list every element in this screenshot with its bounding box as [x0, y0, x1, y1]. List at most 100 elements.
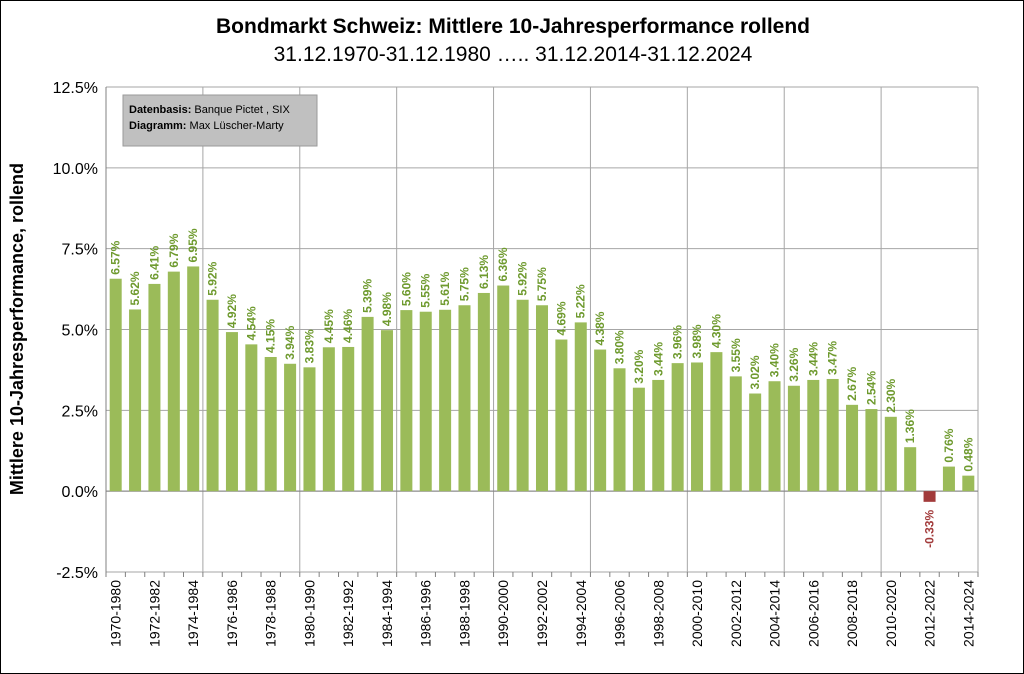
data-label: 3.55% [729, 338, 743, 372]
data-label: 2.67% [845, 366, 859, 400]
data-label: 2.54% [864, 371, 878, 405]
bar [768, 381, 781, 492]
y-tick-label: 5.0% [62, 323, 98, 340]
data-label: 5.22% [574, 284, 588, 318]
bar [807, 379, 820, 492]
bar [671, 363, 684, 492]
bar [632, 387, 645, 492]
bar [380, 330, 393, 492]
data-label: 4.54% [244, 306, 258, 340]
bar [206, 299, 219, 492]
bar [535, 305, 549, 492]
x-tick-label: 1994-2004 [573, 580, 589, 647]
bar [691, 362, 704, 492]
bar [710, 352, 723, 492]
x-tick-label: 2006-2016 [805, 580, 821, 647]
note-author-label: Diagramm: [129, 120, 186, 132]
bars-layer [109, 266, 975, 502]
data-label: 3.44% [651, 342, 665, 376]
bar [787, 385, 800, 492]
bar [729, 376, 742, 492]
bar [923, 491, 936, 502]
note-line-1: Datenbasis: Banque Pictet , SIX [129, 104, 290, 116]
data-label: 3.26% [787, 347, 801, 381]
bar [419, 311, 432, 492]
bar [594, 349, 607, 492]
bar [322, 347, 335, 492]
data-label: 4.30% [709, 314, 723, 348]
bar [458, 305, 471, 492]
bar [187, 266, 200, 492]
y-tick-label: 12.5% [53, 80, 98, 97]
bar [904, 447, 917, 492]
data-label: 4.46% [341, 309, 355, 343]
y-tick-label: 0.0% [62, 484, 98, 501]
bar [826, 378, 839, 492]
data-label: 5.60% [399, 272, 413, 306]
data-label: -0.33% [923, 510, 937, 548]
bar [942, 466, 955, 492]
data-label: 1.36% [903, 409, 917, 443]
data-label: 3.80% [613, 330, 627, 364]
data-label: 5.39% [361, 279, 375, 313]
data-label: 3.02% [748, 355, 762, 389]
data-label: 3.96% [671, 325, 685, 359]
data-label: 3.83% [302, 329, 316, 363]
chart-subtitle: 31.12.1970-31.12.1980 ….. 31.12.2014-31.… [274, 43, 753, 66]
x-tick-label: 1992-2002 [534, 580, 550, 647]
data-label: 2.30% [884, 378, 898, 412]
bar [167, 271, 180, 492]
data-label: 6.57% [109, 240, 123, 274]
bar [497, 285, 510, 492]
bar [400, 310, 413, 492]
note-line-2: Diagramm: Max Lüscher-Marty [129, 120, 284, 132]
note-box [122, 94, 318, 147]
bar [884, 416, 897, 492]
data-label: 5.61% [438, 271, 452, 305]
x-tick-label: 1988-1998 [456, 580, 472, 647]
x-tick-label: 1982-1992 [340, 580, 356, 647]
bar [439, 309, 452, 492]
x-tick-label: 1970-1980 [108, 580, 124, 647]
note-source-value: Banque Pictet , SIX [191, 104, 290, 116]
bar [652, 379, 665, 492]
bar [361, 316, 374, 492]
data-label: 4.69% [554, 301, 568, 335]
note-source-label: Datenbasis: [129, 104, 191, 116]
x-tick-label: 2004-2014 [767, 580, 783, 647]
bar [129, 309, 142, 492]
data-label: 5.75% [535, 267, 549, 301]
data-label: 4.38% [593, 311, 607, 345]
x-tick-label: 1984-1994 [379, 580, 395, 647]
data-label: 5.92% [206, 261, 220, 295]
data-label: 6.79% [167, 233, 181, 267]
bar [303, 367, 316, 492]
data-label: 5.55% [419, 273, 433, 307]
data-label: 5.75% [457, 267, 471, 301]
bar [109, 278, 122, 492]
note-author-value: Max Lüscher-Marty [186, 120, 284, 132]
data-label: 4.15% [264, 319, 278, 353]
bar [264, 356, 277, 492]
x-tick-label: 1986-1996 [418, 580, 434, 647]
x-tick-label: 1972-1982 [146, 580, 162, 647]
bar [613, 368, 626, 492]
bar [477, 292, 490, 492]
x-tick-label: 1978-1988 [263, 580, 279, 647]
x-tick-label: 1976-1986 [224, 580, 240, 647]
data-source-note: Datenbasis: Banque Pictet , SIX Diagramm… [122, 94, 318, 147]
bar [148, 283, 161, 492]
y-tick-label: 10.0% [53, 161, 98, 178]
bar [225, 332, 238, 492]
chart-title: Bondmarkt Schweiz: Mittlere 10-Jahresper… [216, 15, 810, 38]
x-tick-label: 1974-1984 [185, 580, 201, 647]
bar [245, 344, 258, 492]
data-label: 6.36% [496, 247, 510, 281]
data-label: 4.92% [225, 294, 239, 328]
x-tick-label: 2002-2012 [728, 580, 744, 647]
x-tick-label: 1990-2000 [495, 580, 511, 647]
bar [865, 409, 878, 492]
data-label: 3.20% [632, 349, 646, 383]
x-tick-label: 2010-2020 [883, 580, 899, 647]
